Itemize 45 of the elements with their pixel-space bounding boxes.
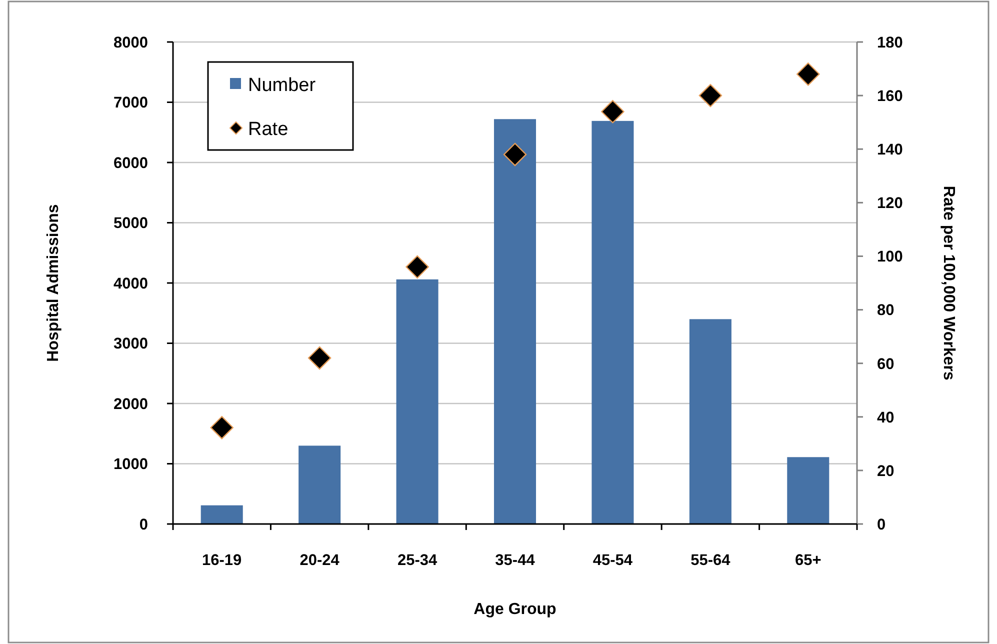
- point: [210, 416, 234, 440]
- y2-tick-label: 180: [877, 34, 903, 52]
- x-axis-title: Age Group: [474, 601, 557, 618]
- y2-tick-label: 20: [877, 462, 894, 480]
- bar: [689, 319, 732, 524]
- y-tick-label: 1000: [114, 456, 148, 474]
- bar: [200, 505, 243, 524]
- bar: [787, 457, 830, 524]
- bar: [494, 119, 536, 524]
- y-tick-label: 6000: [114, 154, 148, 172]
- y2-tick-label: 120: [877, 195, 903, 212]
- y2-tick-label: 0: [877, 516, 886, 534]
- y-tick-label: 3000: [114, 336, 148, 353]
- y2-tick-label: 100: [877, 248, 903, 266]
- bar: [396, 279, 438, 524]
- y2-tick-label: 60: [877, 356, 894, 373]
- y2-axis-title: Rate per 100,000 Workers: [940, 186, 957, 380]
- y-axis-title: Hospital Admissions: [45, 204, 62, 362]
- y2-tick-label: 80: [877, 302, 894, 320]
- x-tick-label: 16-19: [202, 552, 242, 569]
- x-tick-label: 45-54: [592, 552, 633, 569]
- point: [601, 100, 624, 124]
- y2-tick-label: 40: [877, 409, 894, 426]
- bar: [298, 446, 341, 524]
- legend-label: Number: [248, 74, 316, 96]
- x-tick-label: 35-44: [495, 552, 536, 569]
- y-tick-label: 4000: [114, 275, 148, 292]
- y2-tick-label: 140: [877, 142, 903, 159]
- legend-label: Rate: [248, 118, 288, 140]
- point: [698, 84, 722, 108]
- y-tick-label: 8000: [114, 34, 148, 52]
- bar: [592, 120, 634, 524]
- x-tick-label: 55-64: [690, 552, 731, 569]
- x-tick-label: 20-24: [300, 552, 340, 569]
- point: [503, 142, 527, 166]
- y-tick-label: 5000: [114, 215, 148, 232]
- y2-tick-label: 160: [877, 88, 903, 105]
- point: [406, 255, 429, 279]
- point: [308, 346, 332, 370]
- y-tick-label: 0: [139, 516, 148, 534]
- x-tick-label: 25-34: [397, 552, 438, 569]
- y-tick-label: 2000: [114, 396, 148, 413]
- point: [796, 62, 820, 86]
- y-tick-label: 7000: [114, 94, 148, 112]
- x-tick-label: 65+: [794, 552, 822, 569]
